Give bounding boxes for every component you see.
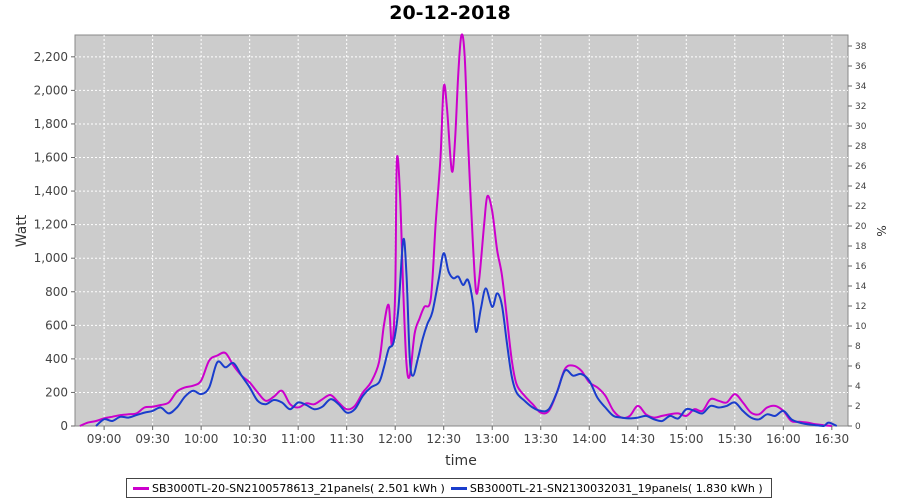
y-tick-label: 1,800	[34, 117, 68, 131]
x-tick-label: 13:30	[523, 432, 558, 446]
y2-tick-label: 30	[855, 122, 867, 132]
y-tick-label: 2,000	[34, 83, 68, 97]
x-tick-label: 16:30	[815, 432, 850, 446]
x-axis-label: time	[445, 453, 477, 469]
y2-axis-label: %	[874, 225, 888, 236]
legend: SB3000TL-20-SN2100578613_21panels( 2.501…	[126, 478, 772, 498]
series-layer	[79, 33, 838, 427]
y2-tick-label: 16	[855, 262, 867, 272]
y2-tick-label: 0	[855, 422, 861, 432]
y2-tick-label: 20	[855, 222, 867, 232]
y2-tick-label: 6	[855, 362, 861, 372]
y2-tick-label: 12	[855, 302, 866, 312]
x-tick-label: 14:00	[572, 432, 607, 446]
x-tick-label: 09:00	[87, 432, 122, 446]
legend-swatch-series-2	[450, 486, 467, 490]
y-tick-label: 1,000	[34, 251, 68, 265]
plot-area	[74, 34, 849, 427]
y2-tick-label: 2	[855, 402, 861, 412]
x-tick-label: 14:30	[620, 432, 655, 446]
legend-item-series-2: SB3000TL-21-SN2130032031_19panels( 1.830…	[450, 481, 763, 495]
y2-tick-label: 24	[855, 182, 867, 192]
x-tick-label: 12:30	[426, 432, 461, 446]
x-tick-label: 09:30	[135, 432, 170, 446]
y-tick-label: 600	[45, 318, 68, 332]
legend-item-series-1: SB3000TL-20-SN2100578613_21panels( 2.501…	[133, 482, 445, 495]
legend-label-series-1: SB3000TL-20-SN2100578613_21panels( 2.501…	[152, 481, 445, 495]
axes: 02004006008001,0001,2001,4001,6001,8002,…	[34, 42, 867, 446]
x-tick-label: 12:00	[378, 432, 413, 446]
legend-label-series-2: SB3000TL-21-SN2130032031_19panels( 1.830…	[469, 481, 763, 495]
y2-tick-label: 4	[855, 382, 861, 392]
y2-tick-label: 8	[855, 342, 861, 352]
y-tick-label: 1,600	[34, 151, 68, 165]
x-tick-label: 11:00	[281, 432, 316, 446]
y2-tick-label: 34	[855, 82, 867, 92]
y-tick-label: 800	[45, 285, 68, 299]
y2-tick-label: 26	[855, 162, 867, 172]
y2-tick-label: 14	[855, 282, 867, 292]
y2-tick-label: 22	[855, 202, 866, 212]
x-tick-label: 15:30	[718, 432, 753, 446]
x-tick-label: 11:30	[329, 432, 364, 446]
y2-tick-label: 38	[855, 42, 867, 52]
y2-tick-label: 28	[855, 142, 867, 152]
x-tick-label: 10:30	[232, 432, 267, 446]
x-tick-label: 10:00	[184, 432, 219, 446]
legend-swatch-series-1	[133, 486, 149, 490]
series-line-2	[95, 237, 838, 427]
y2-tick-label: 32	[855, 102, 866, 112]
y-tick-label: 400	[45, 352, 68, 366]
y-tick-label: 200	[45, 385, 68, 399]
y-tick-label: 1,200	[34, 218, 68, 232]
y2-tick-label: 36	[855, 62, 867, 72]
y-axis-label: Watt	[14, 214, 30, 247]
x-tick-label: 15:00	[669, 432, 704, 446]
y2-tick-label: 18	[855, 242, 867, 252]
y2-tick-label: 10	[855, 322, 867, 332]
x-tick-label: 13:00	[475, 432, 510, 446]
y-tick-label: 1,400	[34, 184, 68, 198]
y-tick-label: 2,200	[34, 50, 68, 64]
y-tick-label: 0	[60, 419, 68, 433]
x-tick-label: 16:00	[766, 432, 801, 446]
chart-title: 20-12-2018	[389, 2, 511, 24]
